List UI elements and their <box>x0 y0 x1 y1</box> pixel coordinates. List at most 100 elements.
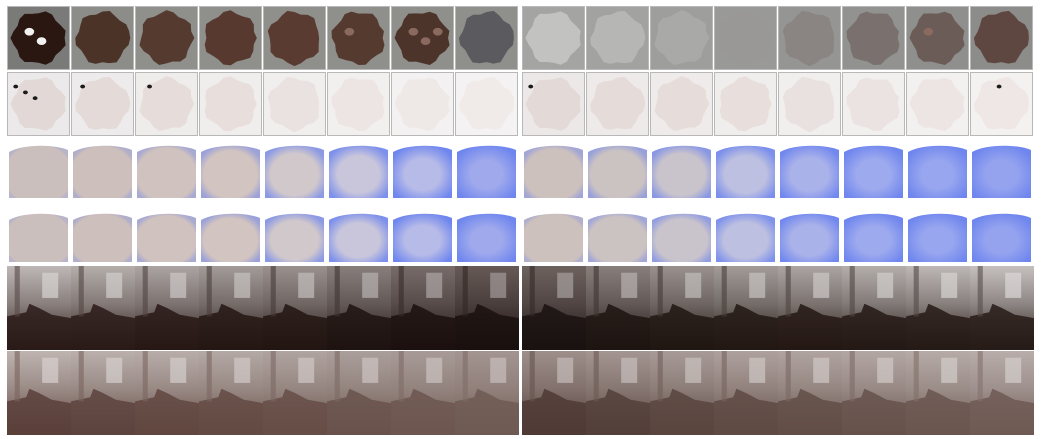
light-disc-tile <box>327 72 390 136</box>
light-disc-tile <box>522 72 585 136</box>
room-depth-image <box>327 351 391 435</box>
room-photo-image <box>650 266 714 350</box>
blue-depth-tile <box>842 138 905 200</box>
light-disc-tile <box>135 72 198 136</box>
blue-depth-image <box>71 138 134 200</box>
dark-disc-tile <box>522 6 585 70</box>
blue-depth-tile <box>71 138 134 200</box>
light-disc-image <box>523 73 584 135</box>
light-disc-tile <box>71 72 134 136</box>
dark-disc-tile <box>455 6 518 70</box>
room-depth-image <box>522 351 586 435</box>
light-disc-tile <box>970 72 1033 136</box>
room-photo-image <box>135 266 199 350</box>
blue-depth-tile <box>714 138 777 200</box>
dark-disc-tile <box>842 6 905 70</box>
dark-disc-tile <box>586 6 649 70</box>
light-disc-image <box>392 73 453 135</box>
blue-depth-image <box>199 138 262 200</box>
blue-depth-image <box>135 138 198 200</box>
blue-depth-image <box>586 138 649 200</box>
blue-depth-2-image <box>7 202 70 264</box>
dark-disc-tile <box>714 6 777 70</box>
blue-depth-image <box>778 138 841 200</box>
room-photo-tile <box>455 266 519 350</box>
light-disc-tile <box>391 72 454 136</box>
light-disc-tile <box>455 72 518 136</box>
dark-disc-tile <box>391 6 454 70</box>
dark-disc-image <box>907 7 968 69</box>
light-disc-image <box>587 73 648 135</box>
room-depth-image <box>199 351 263 435</box>
blue-depth-tile <box>327 138 390 200</box>
row-room-photo <box>7 266 519 350</box>
light-disc-image <box>456 73 517 135</box>
light-disc-image <box>8 73 69 135</box>
dark-disc-tile <box>327 6 390 70</box>
room-depth-tile <box>970 351 1034 435</box>
blue-depth-image <box>522 138 585 200</box>
light-disc-image <box>136 73 197 135</box>
dark-disc-image <box>8 7 69 69</box>
dark-disc-image <box>72 7 133 69</box>
room-depth-tile <box>586 351 650 435</box>
blue-depth-2-image <box>970 202 1033 264</box>
room-depth-tile <box>71 351 135 435</box>
dark-disc-image <box>971 7 1032 69</box>
dark-disc-tile <box>7 6 70 70</box>
dark-disc-tile <box>199 6 262 70</box>
row-dark-disc <box>522 6 1034 70</box>
room-photo-tile <box>650 266 714 350</box>
room-photo-image <box>455 266 519 350</box>
light-disc-tile <box>586 72 649 136</box>
blue-depth-2-image <box>199 202 262 264</box>
blue-depth-2-image <box>586 202 649 264</box>
dark-disc-image <box>715 7 776 69</box>
blue-depth-2-tile <box>263 202 326 264</box>
room-depth-tile <box>327 351 391 435</box>
right-panel <box>522 6 1034 435</box>
blue-depth-2-tile <box>522 202 585 264</box>
blue-depth-image <box>650 138 713 200</box>
row-light-disc <box>522 72 1034 136</box>
blue-depth-2-tile <box>778 202 841 264</box>
dark-disc-image <box>200 7 261 69</box>
light-disc-image <box>715 73 776 135</box>
dark-disc-image <box>523 7 584 69</box>
dark-disc-tile <box>263 6 326 70</box>
light-disc-tile <box>650 72 713 136</box>
room-depth-image <box>263 351 327 435</box>
room-photo-tile <box>7 266 71 350</box>
light-disc-image <box>72 73 133 135</box>
room-photo-tile <box>970 266 1034 350</box>
blue-depth-2-image <box>135 202 198 264</box>
blue-depth-2-image <box>71 202 134 264</box>
blue-depth-tile <box>906 138 969 200</box>
blue-depth-2-tile <box>842 202 905 264</box>
room-photo-image <box>199 266 263 350</box>
row-blue-depth <box>7 138 519 200</box>
room-photo-image <box>71 266 135 350</box>
room-depth-tile <box>522 351 586 435</box>
light-disc-image <box>843 73 904 135</box>
dark-disc-image <box>328 7 389 69</box>
room-photo-tile <box>199 266 263 350</box>
blue-depth-tile <box>7 138 70 200</box>
blue-depth-image <box>327 138 390 200</box>
blue-depth-2-tile <box>391 202 454 264</box>
room-photo-tile <box>714 266 778 350</box>
blue-depth-2-image <box>522 202 585 264</box>
room-depth-tile <box>7 351 71 435</box>
blue-depth-image <box>714 138 777 200</box>
blue-depth-image <box>391 138 454 200</box>
room-photo-image <box>842 266 906 350</box>
blue-depth-2-image <box>455 202 518 264</box>
room-photo-tile <box>391 266 455 350</box>
room-photo-tile <box>263 266 327 350</box>
room-photo-tile <box>327 266 391 350</box>
row-blue-depth-2 <box>522 202 1034 264</box>
dark-disc-tile <box>778 6 841 70</box>
room-photo-tile <box>522 266 586 350</box>
dark-disc-tile <box>135 6 198 70</box>
